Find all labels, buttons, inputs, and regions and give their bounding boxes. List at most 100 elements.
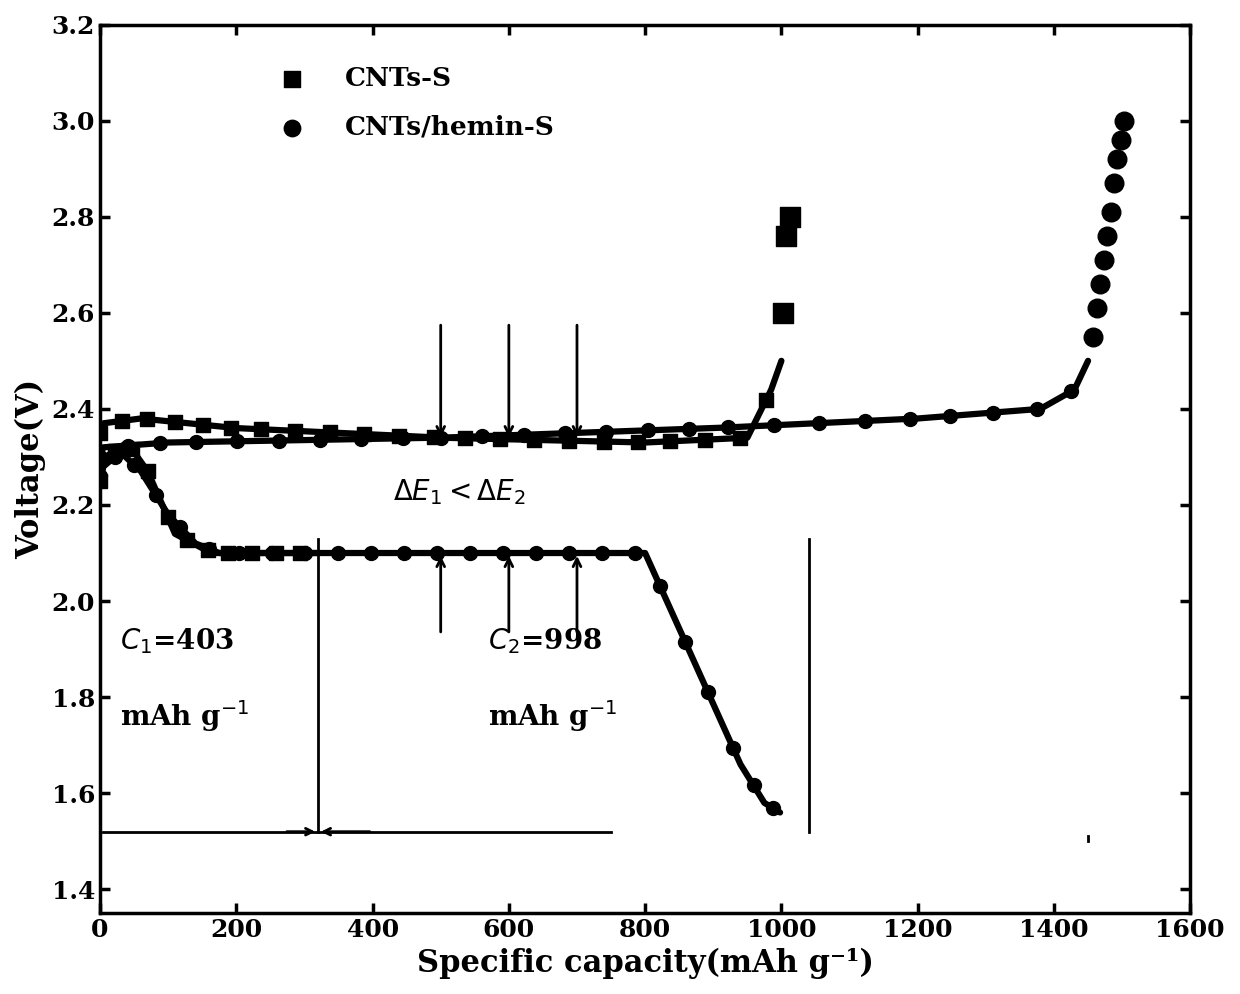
Point bbox=[285, 422, 305, 438]
Point bbox=[91, 473, 110, 489]
Point bbox=[596, 423, 616, 439]
Point bbox=[1107, 151, 1127, 167]
Point bbox=[698, 684, 718, 700]
Point bbox=[393, 430, 413, 446]
Point bbox=[105, 442, 125, 458]
Point bbox=[218, 545, 238, 561]
Point bbox=[91, 449, 110, 465]
Point bbox=[900, 411, 920, 426]
Point bbox=[242, 545, 262, 561]
Point bbox=[428, 545, 448, 561]
Point bbox=[650, 579, 670, 594]
Point bbox=[983, 405, 1003, 420]
Point bbox=[1027, 402, 1047, 417]
Point bbox=[776, 228, 796, 244]
Point bbox=[295, 545, 315, 561]
Point bbox=[756, 393, 776, 409]
Text: $C_2$=998: $C_2$=998 bbox=[489, 626, 603, 656]
Point bbox=[1104, 175, 1123, 191]
Legend: CNTs-S, CNTs/hemin-S: CNTs-S, CNTs/hemin-S bbox=[255, 56, 565, 150]
Point bbox=[124, 457, 144, 473]
Point bbox=[310, 431, 330, 447]
Point bbox=[676, 634, 696, 650]
Point bbox=[1101, 204, 1121, 220]
Point bbox=[637, 422, 657, 438]
Point bbox=[593, 545, 613, 561]
Point bbox=[472, 428, 492, 444]
Point bbox=[810, 415, 830, 431]
Point bbox=[764, 800, 784, 816]
Point bbox=[320, 424, 340, 440]
Point bbox=[113, 413, 133, 428]
Point bbox=[660, 433, 680, 449]
Text: $C_1$=403: $C_1$=403 bbox=[120, 626, 234, 656]
Point bbox=[91, 468, 110, 484]
Point bbox=[229, 545, 249, 561]
Text: $\Delta E_1 < \Delta E_2$: $\Delta E_1 < \Delta E_2$ bbox=[393, 477, 526, 507]
Point bbox=[227, 433, 247, 449]
Point bbox=[200, 541, 219, 557]
Point bbox=[1090, 276, 1110, 292]
Point bbox=[170, 520, 190, 536]
Point bbox=[773, 305, 792, 321]
Point bbox=[186, 434, 206, 450]
Point bbox=[513, 426, 533, 442]
Point bbox=[556, 425, 575, 441]
Point bbox=[594, 433, 614, 449]
Point bbox=[1061, 384, 1081, 400]
Point bbox=[150, 435, 170, 451]
Point bbox=[290, 545, 310, 561]
Point bbox=[136, 412, 156, 427]
Point bbox=[526, 545, 546, 561]
Point bbox=[559, 432, 579, 448]
Point bbox=[138, 463, 157, 479]
Point bbox=[490, 431, 510, 447]
Point bbox=[1111, 132, 1131, 148]
Point bbox=[262, 545, 281, 561]
Point bbox=[197, 542, 217, 558]
Point bbox=[744, 777, 764, 793]
Point bbox=[629, 434, 649, 450]
Point bbox=[177, 532, 197, 548]
Point bbox=[91, 425, 110, 441]
X-axis label: Specific capacity(mAh g⁻¹): Specific capacity(mAh g⁻¹) bbox=[417, 948, 873, 979]
Point bbox=[680, 421, 699, 437]
Point bbox=[351, 431, 371, 447]
Point bbox=[250, 421, 270, 437]
Point bbox=[1087, 300, 1107, 316]
Point bbox=[455, 430, 475, 446]
Point bbox=[854, 414, 874, 429]
Point bbox=[157, 509, 177, 525]
Point bbox=[361, 545, 381, 561]
Point bbox=[269, 432, 289, 448]
Point bbox=[355, 426, 374, 442]
Point bbox=[1115, 112, 1135, 128]
Point bbox=[764, 417, 784, 433]
Point bbox=[940, 408, 960, 423]
Point bbox=[625, 545, 645, 561]
Point bbox=[525, 432, 544, 448]
Point bbox=[780, 209, 800, 225]
Point bbox=[424, 429, 444, 445]
Point bbox=[329, 545, 348, 561]
Point bbox=[118, 437, 138, 453]
Point bbox=[267, 545, 286, 561]
Point bbox=[165, 414, 185, 429]
Point bbox=[696, 431, 715, 447]
Text: mAh g$^{-1}$: mAh g$^{-1}$ bbox=[120, 698, 249, 734]
Text: mAh g$^{-1}$: mAh g$^{-1}$ bbox=[489, 698, 618, 734]
Point bbox=[723, 740, 743, 755]
Point bbox=[559, 545, 579, 561]
Point bbox=[718, 419, 738, 435]
Point bbox=[122, 441, 141, 457]
Point bbox=[730, 430, 750, 446]
Point bbox=[1097, 228, 1117, 244]
Point bbox=[460, 545, 480, 561]
Point bbox=[105, 449, 125, 465]
Point bbox=[221, 419, 241, 435]
Point bbox=[192, 416, 212, 432]
Point bbox=[1094, 251, 1114, 267]
Point bbox=[494, 545, 513, 561]
Point bbox=[394, 545, 414, 561]
Point bbox=[1084, 329, 1104, 345]
